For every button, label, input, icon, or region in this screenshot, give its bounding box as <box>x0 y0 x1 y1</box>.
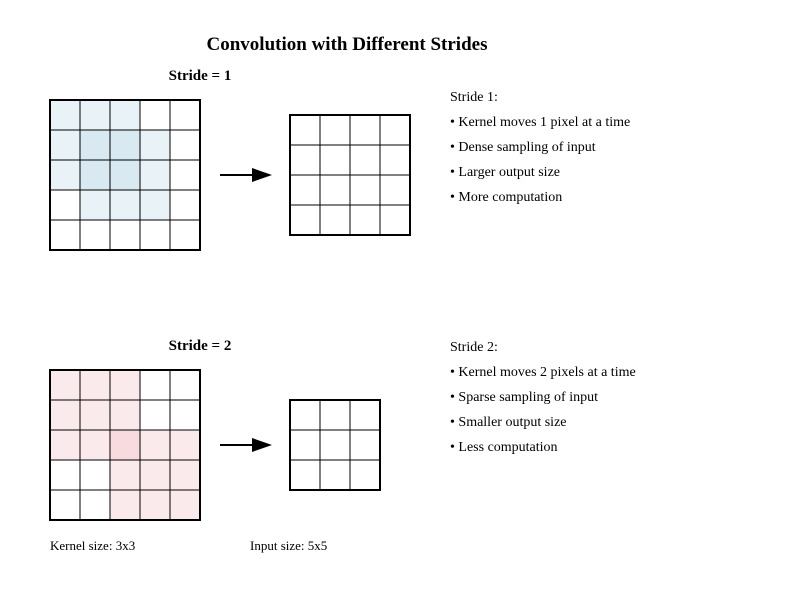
stride2-input-cell <box>49 459 81 491</box>
stride2-input-cell <box>139 369 171 401</box>
stride1-input-cell <box>49 189 81 221</box>
stride2-input-cell <box>49 489 81 521</box>
stride2-output-cell <box>319 429 351 461</box>
stride1-bullet: • Dense sampling of input <box>450 140 596 155</box>
stride1-output-cell <box>289 144 321 176</box>
stride1-output-cell <box>349 144 381 176</box>
stride1-output-cell <box>289 204 321 236</box>
stride2-input-cell <box>139 399 171 431</box>
stride2-input-cell <box>79 459 111 491</box>
stride1-kernel-window <box>50 100 140 190</box>
stride1-output-cell <box>349 174 381 206</box>
stride2-input-cell <box>169 369 201 401</box>
stride2-output-cell <box>289 429 321 461</box>
stride1-input-cell <box>169 129 201 161</box>
stride2-section: Stride = 2 Stride 2: • Kernel moves 2 pi… <box>49 338 636 521</box>
kernel-size-note: Kernel size: 3x3 <box>50 538 135 553</box>
stride1-output-cell <box>319 174 351 206</box>
stride1-input-cell <box>109 219 141 251</box>
stride1-label: Stride = 1 <box>169 68 232 84</box>
stride1-desc-heading: Stride 1: <box>450 90 498 105</box>
stride1-input-cell <box>139 99 171 131</box>
stride1-output-cell <box>379 204 411 236</box>
stride2-label: Stride = 2 <box>169 338 232 354</box>
stride2-kernel-window <box>50 370 140 460</box>
stride2-output-border <box>289 399 381 491</box>
stride1-input-cell <box>169 219 201 251</box>
stride1-input-cell <box>169 159 201 191</box>
stride1-output-cell <box>289 174 321 206</box>
input-size-note: Input size: 5x5 <box>250 538 327 553</box>
stride1-bullet: • More computation <box>450 190 562 205</box>
stride1-arrow <box>220 168 272 182</box>
stride2-input-border <box>49 369 201 521</box>
stride2-bullet: • Sparse sampling of input <box>450 390 598 405</box>
stride1-input-cell <box>49 219 81 251</box>
stride2-output-cell <box>319 459 351 491</box>
stride1-output-cell <box>379 174 411 206</box>
stride2-output-grid <box>289 399 381 491</box>
stride2-kernel-window <box>110 430 200 520</box>
stride1-bullet: • Kernel moves 1 pixel at a time <box>450 115 630 130</box>
stride1-input-border <box>49 99 201 251</box>
stride2-output-cell <box>349 459 381 491</box>
stride1-output-cell <box>319 114 351 146</box>
stride1-description: Stride 1: • Kernel moves 1 pixel at a ti… <box>450 90 630 205</box>
stride2-description: Stride 2: • Kernel moves 2 pixels at a t… <box>450 340 636 455</box>
stride2-input-cell <box>79 489 111 521</box>
diagram-title: Convolution with Different Strides <box>207 34 488 55</box>
stride1-output-cell <box>349 114 381 146</box>
stride1-output-cell <box>319 144 351 176</box>
stride1-kernel-window <box>80 130 170 220</box>
stride2-input-grid <box>49 369 201 521</box>
stride2-output-cell <box>289 459 321 491</box>
stride1-output-cell <box>319 204 351 236</box>
stride1-output-cell <box>379 114 411 146</box>
stride1-output-cell <box>289 114 321 146</box>
stride1-section: Stride = 1 Stride 1: • Kernel moves 1 pi… <box>49 68 630 251</box>
stride1-input-cell <box>169 189 201 221</box>
stride1-output-border <box>289 114 411 236</box>
stride2-output-cell <box>319 399 351 431</box>
stride2-output-cell <box>289 399 321 431</box>
stride2-desc-heading: Stride 2: <box>450 340 498 355</box>
stride2-arrow <box>220 438 272 452</box>
stride1-input-cell <box>169 99 201 131</box>
stride2-output-cell <box>349 399 381 431</box>
stride2-bullet: • Kernel moves 2 pixels at a time <box>450 365 636 380</box>
stride2-input-cell <box>169 399 201 431</box>
stride1-bullet: • Larger output size <box>450 165 560 180</box>
stride1-input-grid <box>49 99 201 251</box>
stride1-output-cell <box>379 144 411 176</box>
stride2-output-cell <box>349 429 381 461</box>
stride2-bullet: • Smaller output size <box>450 415 567 430</box>
stride1-output-grid <box>289 114 411 236</box>
stride1-input-cell <box>79 219 111 251</box>
stride1-output-cell <box>349 204 381 236</box>
stride2-bullet: • Less computation <box>450 440 558 455</box>
stride1-input-cell <box>139 219 171 251</box>
